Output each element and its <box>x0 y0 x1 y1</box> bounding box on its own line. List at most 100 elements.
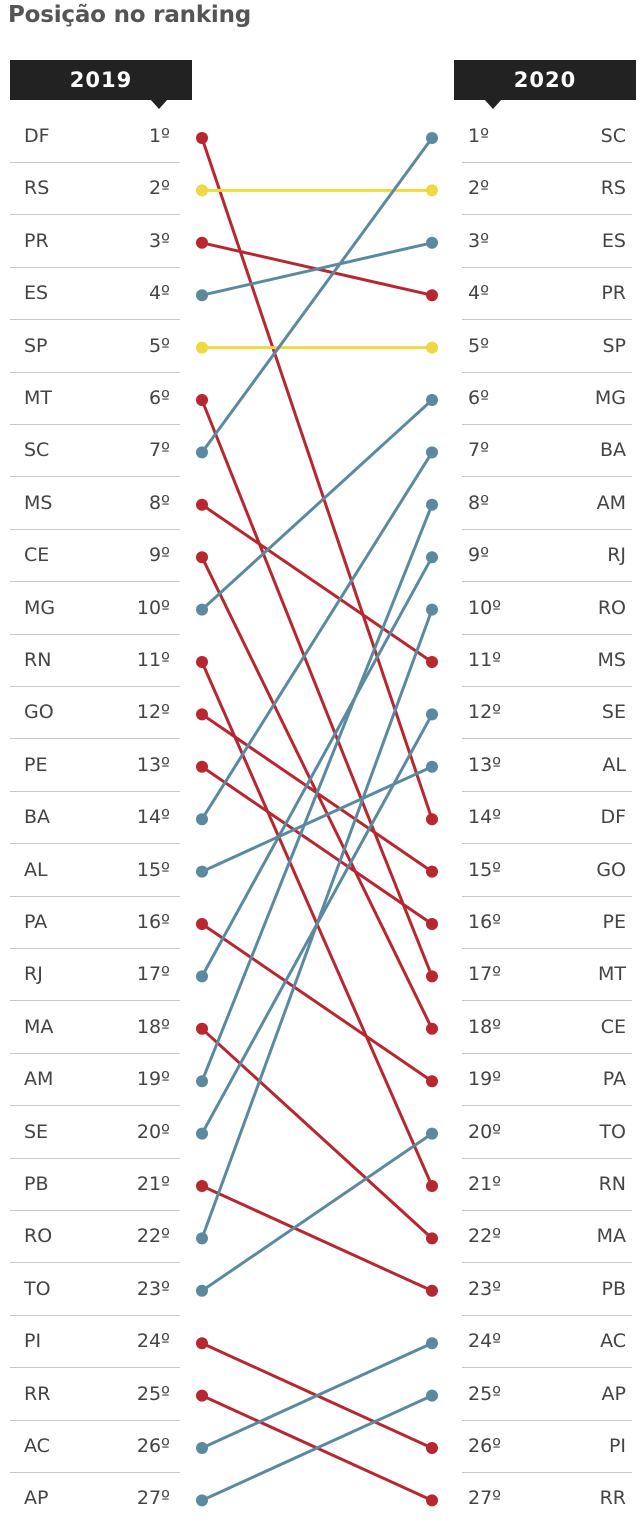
row-2020: 15º GO <box>462 844 632 897</box>
row-2019: MS 8º <box>10 477 180 530</box>
state-2020: PI <box>608 1435 626 1457</box>
row-2019: PE 13º <box>10 739 180 792</box>
series-MS <box>196 498 438 668</box>
row-2020: 6º MG <box>462 372 632 425</box>
row-2020: 20º TO <box>462 1106 632 1159</box>
row-2020: 14º DF <box>462 791 632 845</box>
row-2020: 12º SE <box>462 686 632 740</box>
point-2020 <box>426 865 438 878</box>
point-2019 <box>196 813 208 826</box>
state-2019: BA <box>24 806 51 829</box>
slope-line <box>200 451 434 820</box>
row-2020: 26º PI <box>462 1420 632 1473</box>
point-2020 <box>426 132 438 144</box>
row-2020: 18º CE <box>462 1001 632 1054</box>
state-2019: PI <box>24 1330 42 1353</box>
rank-2019: 23º <box>136 1277 170 1300</box>
point-2019 <box>196 970 208 983</box>
state-2019: RS <box>24 177 50 200</box>
point-2019 <box>196 1075 208 1088</box>
row-2019: RO 22º <box>10 1210 180 1264</box>
point-2019 <box>196 1180 208 1192</box>
rank-2019: 14º <box>136 806 170 829</box>
rank-2020: 7º <box>468 439 490 462</box>
rank-2019: 4º <box>148 282 170 305</box>
point-2020 <box>426 918 438 930</box>
row-2020: 9º RJ <box>462 529 632 583</box>
rank-2020: 5º <box>468 334 490 357</box>
row-2020: 1º SC <box>462 110 632 163</box>
point-2019 <box>196 289 208 302</box>
slope-line <box>201 1132 433 1293</box>
row-2020: 24º AC <box>462 1315 632 1369</box>
point-2020 <box>426 603 438 616</box>
rank-2020: 1º <box>468 125 490 147</box>
rank-2020: 18º <box>468 1015 502 1038</box>
rank-2020: 21º <box>468 1173 502 1195</box>
series-PA <box>196 918 438 1088</box>
rank-2019: 11º <box>136 649 170 671</box>
state-2020: MT <box>598 963 626 986</box>
rank-2019: 24º <box>136 1330 170 1353</box>
rank-2020: 4º <box>468 282 490 305</box>
rank-2019: 22º <box>136 1225 170 1248</box>
row-2019: AL 15º <box>10 844 180 897</box>
point-2019 <box>196 551 208 564</box>
state-2019: GO <box>24 701 54 724</box>
rank-2019: 13º <box>136 753 170 776</box>
state-2020: BA <box>599 439 626 462</box>
point-2020 <box>426 1180 438 1192</box>
state-2019: AC <box>24 1435 50 1457</box>
slope-line <box>201 765 433 926</box>
point-2019 <box>196 760 208 773</box>
point-2020 <box>426 498 438 511</box>
row-2020: 8º AM <box>462 477 632 530</box>
state-2020: CE <box>600 1015 626 1038</box>
slope-line <box>200 398 434 611</box>
point-2020 <box>426 1284 438 1297</box>
point-2020 <box>426 341 438 354</box>
row-2019: PI 24º <box>10 1315 180 1369</box>
point-2019 <box>196 498 208 511</box>
rank-2020: 27º <box>468 1487 502 1510</box>
slope-line <box>200 137 434 820</box>
series-ES <box>196 236 438 302</box>
slope-line <box>200 137 434 454</box>
row-2019: AC 26º <box>10 1420 180 1473</box>
point-2020 <box>426 551 438 564</box>
chart-title: Posição no ranking <box>8 2 252 28</box>
state-2020: PA <box>602 1068 626 1091</box>
row-2019: SC 7º <box>10 424 180 478</box>
rank-2019: 6º <box>148 387 170 409</box>
rank-2019: 16º <box>136 911 170 933</box>
state-2020: AP <box>601 1382 626 1405</box>
rank-2020: 2º <box>468 177 490 200</box>
series-RO <box>196 603 438 1245</box>
series-RS <box>196 184 438 197</box>
state-2019: PR <box>24 229 49 252</box>
state-2020: PR <box>601 282 626 305</box>
year-2019-pointer <box>150 99 168 109</box>
state-2020: RS <box>600 177 626 200</box>
series-SP <box>196 341 438 354</box>
point-2019 <box>196 1442 208 1454</box>
row-2020: 4º PR <box>462 267 632 321</box>
rank-2020: 9º <box>468 544 490 567</box>
rank-2019: 3º <box>148 229 170 252</box>
state-2020: RO <box>597 596 626 619</box>
rank-2019: 18º <box>136 1015 170 1038</box>
state-2019: SP <box>24 334 48 357</box>
row-2020: 25º AP <box>462 1368 632 1421</box>
state-2019: SC <box>24 439 50 462</box>
state-2020: GO <box>596 858 626 881</box>
state-2019: MS <box>24 491 53 514</box>
state-2019: RR <box>24 1382 51 1405</box>
state-2020: PE <box>602 911 626 933</box>
state-2019: TO <box>24 1277 51 1300</box>
point-2019 <box>196 865 208 878</box>
slope-line <box>200 609 434 1239</box>
rank-2020: 25º <box>468 1382 502 1405</box>
rank-2020: 10º <box>468 596 502 619</box>
slope-line <box>200 1027 434 1240</box>
rank-2019: 8º <box>148 491 170 514</box>
